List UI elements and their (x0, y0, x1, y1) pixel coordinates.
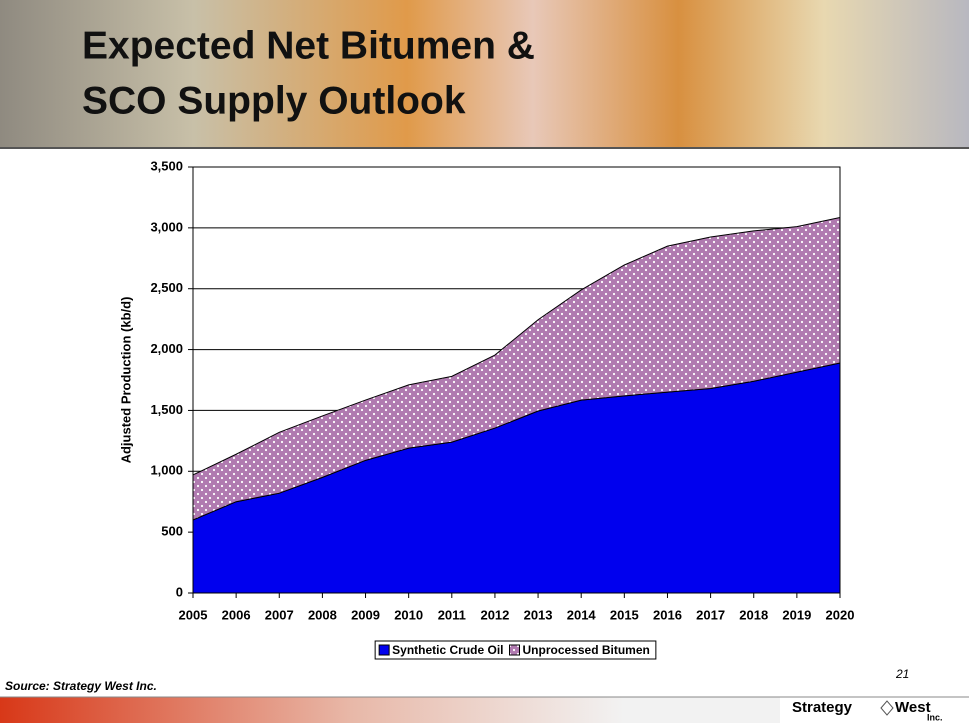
legend-swatch (378, 644, 390, 656)
y-tick-label: 1,500 (150, 402, 183, 417)
x-tick-label: 2014 (567, 607, 597, 622)
y-tick-label: 2,500 (150, 280, 183, 295)
x-tick-label: 2008 (308, 607, 337, 622)
slide-title: Expected Net Bitumen & (82, 24, 535, 67)
x-tick-label: 2013 (524, 607, 553, 622)
logo-icon (880, 700, 894, 716)
y-tick-label: 3,500 (150, 158, 183, 173)
x-tick-label: 2010 (394, 607, 423, 622)
x-tick-label: 2019 (782, 607, 811, 622)
chart: 0 500 1,000 1,500 2,000 2,500 3,000 3,500 Adjust… (118, 158, 855, 660)
header-banner (0, 0, 969, 148)
legend-label: Unprocessed Bitumen (523, 643, 650, 657)
legend: Synthetic Crude Oil Unprocessed Bitumen (374, 640, 657, 660)
x-tick-label: 2015 (610, 607, 639, 622)
slide-title: SCO Supply Outlook (82, 79, 466, 122)
x-tick-label: 2017 (696, 607, 725, 622)
x-tick-label: 2020 (826, 607, 855, 622)
x-tick-label: 2006 (222, 607, 251, 622)
x-tick-label: 2011 (438, 607, 466, 622)
x-tick-label: 2009 (351, 607, 380, 622)
y-tick-label: 1,000 (150, 463, 183, 478)
y-tick-label: 0 (176, 584, 183, 599)
x-tick-label: 2005 (179, 607, 208, 622)
x-tick-label: 2016 (653, 607, 682, 622)
logo: Inc. (927, 712, 943, 722)
y-tick-label: 2,000 (150, 341, 183, 356)
page-number: 21 (895, 667, 909, 681)
footer-bar (0, 697, 780, 723)
y-tick-label: 500 (161, 524, 183, 539)
x-tick-label: 2012 (480, 607, 509, 622)
source: Source: Strategy West Inc. (5, 679, 157, 693)
logo: Strategy (792, 699, 853, 716)
plot-frame (192, 166, 841, 594)
y-tick-label: 3,000 (150, 219, 183, 234)
legend-swatch (509, 644, 520, 656)
y-axis-label: Adjusted Production (kb/d) (118, 297, 133, 464)
legend-label: Synthetic Crude Oil (392, 643, 503, 657)
x-tick-label: 2018 (739, 607, 768, 622)
x-tick-label: 2007 (265, 607, 294, 622)
logo: West (895, 699, 931, 716)
